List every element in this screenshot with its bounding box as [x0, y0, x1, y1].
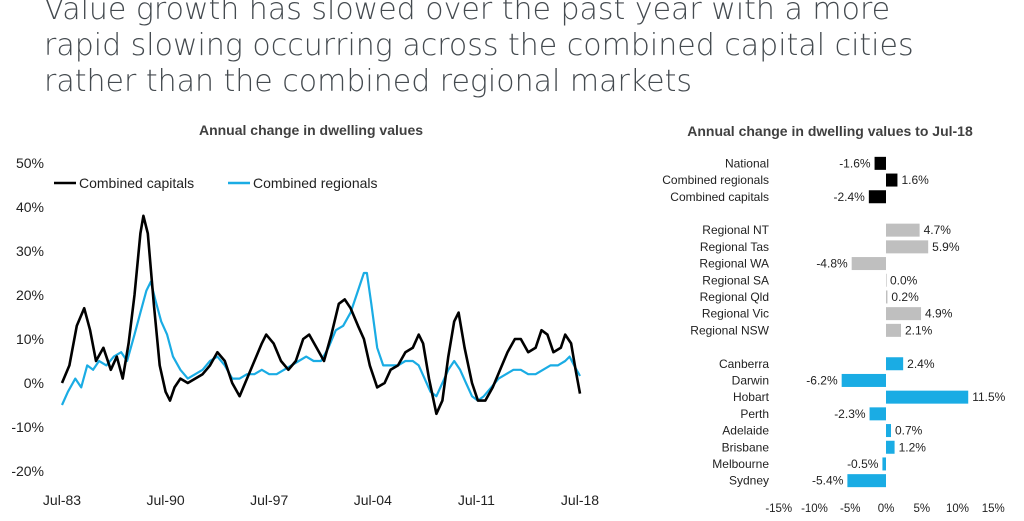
bar-x-tick-label: -10%	[801, 503, 828, 515]
line-chart: Annual change in dwelling values 50% 40% 3…	[11, 122, 599, 508]
bar-value-label: 0.2%	[891, 290, 919, 304]
bar-category-label: Regional SA	[702, 273, 769, 287]
bar-category-label: National	[725, 156, 769, 170]
bar	[886, 307, 922, 321]
bar-category-label: Regional Vic	[702, 307, 769, 321]
bar-x-tick-label: 5%	[913, 503, 930, 515]
bar-value-label: 1.2%	[899, 440, 927, 454]
bar	[886, 273, 887, 287]
bar	[882, 457, 886, 471]
bar-value-label: 4.7%	[924, 223, 952, 237]
bar	[886, 357, 904, 371]
headline-line-2: rapid slowing occurring across the combi…	[44, 28, 914, 63]
y-tick-label: -20%	[11, 463, 44, 479]
bar-value-label: -6.2%	[806, 373, 838, 387]
headline-line-1: Value growth has slowed over the past ye…	[44, 0, 891, 27]
bar-x-tick-label: 0%	[878, 503, 895, 515]
bar-value-label: 11.5%	[972, 390, 1005, 404]
bar-category-label: Regional Tas	[700, 240, 769, 254]
bar-value-label: -5.4%	[812, 474, 844, 488]
bar-category-label: Regional Qld	[700, 290, 769, 304]
x-tick-label: Jul-83	[43, 492, 81, 508]
bar	[886, 290, 888, 304]
headline-line-3: rather than the combined regional market…	[44, 64, 692, 99]
bar-category-label: Melbourne	[712, 457, 769, 471]
bar	[869, 407, 886, 421]
bar	[886, 424, 892, 438]
regionals-line	[60, 271, 581, 406]
y-tick-label: 10%	[16, 331, 44, 347]
x-tick-label: Jul-04	[354, 492, 392, 508]
bar-value-label: -4.8%	[816, 257, 848, 271]
bar-x-tick-label: -5%	[840, 503, 860, 515]
bar-x-tick-label: -15%	[765, 503, 792, 515]
y-tick-label: 40%	[16, 199, 44, 215]
bar-category-label: Brisbane	[722, 440, 770, 454]
bar	[847, 474, 886, 488]
bar-category-label: Perth	[740, 407, 769, 421]
bar-category-label: Hobart	[733, 390, 770, 404]
bar-value-label: 2.1%	[905, 323, 933, 337]
bar-value-label: 4.9%	[925, 307, 953, 321]
bar	[874, 156, 886, 170]
slide-headline: Value growth has slowed over the past ye…	[44, 0, 1004, 100]
bar-value-label: 2.4%	[907, 357, 935, 371]
bar-value-label: -0.5%	[847, 457, 879, 471]
bar	[868, 190, 886, 204]
bar-category-label: Regional NSW	[690, 323, 769, 337]
bar-value-label: 0.0%	[890, 273, 918, 287]
y-tick-label: 30%	[16, 243, 44, 259]
bar-category-label: Combined capitals	[670, 190, 769, 204]
y-tick-label: 0%	[24, 375, 44, 391]
bar-category-label: Regional WA	[699, 257, 769, 271]
x-tick-label: Jul-97	[250, 492, 288, 508]
y-tick-label: -10%	[11, 419, 44, 435]
x-tick-label: Jul-90	[147, 492, 185, 508]
bar	[886, 173, 898, 187]
bar-category-label: Darwin	[732, 373, 769, 387]
x-tick-label: Jul-18	[561, 492, 599, 508]
bar-value-label: -2.3%	[834, 407, 866, 421]
bar-category-label: Combined regionals	[662, 173, 769, 187]
y-tick-label: 50%	[16, 155, 44, 171]
bar	[886, 323, 902, 337]
legend-label-regionals: Combined regionals	[253, 175, 378, 191]
bar-category-label: Regional NT	[702, 223, 769, 237]
bar-category-label: Sydney	[729, 474, 769, 488]
bar	[886, 240, 929, 254]
bar-category-label: Canberra	[719, 357, 769, 371]
bar	[851, 257, 886, 271]
capitals-line	[60, 214, 582, 416]
bar	[841, 373, 886, 387]
x-tick-label: Jul-11	[458, 492, 495, 508]
y-tick-label: 20%	[16, 287, 44, 303]
line-chart-title: Annual change in dwelling values	[199, 122, 423, 138]
bar	[886, 440, 895, 454]
bar-value-label: 0.7%	[895, 424, 923, 438]
bar	[886, 223, 920, 237]
bar-chart-title: Annual change in dwelling values to Jul-…	[687, 123, 973, 139]
bar	[886, 390, 969, 404]
bar-x-tick-label: 15%	[982, 503, 1005, 515]
bar-value-label: 1.6%	[901, 173, 929, 187]
bar-category-label: Adelaide	[722, 424, 769, 438]
bar-value-label: 5.9%	[932, 240, 960, 254]
legend-label-capitals: Combined capitals	[79, 175, 194, 191]
bar-value-label: -2.4%	[833, 190, 865, 204]
bar-value-label: -1.6%	[839, 156, 871, 170]
bar-chart: Annual change in dwelling values to Jul-…	[662, 123, 1005, 515]
bar-x-tick-label: 10%	[946, 503, 969, 515]
